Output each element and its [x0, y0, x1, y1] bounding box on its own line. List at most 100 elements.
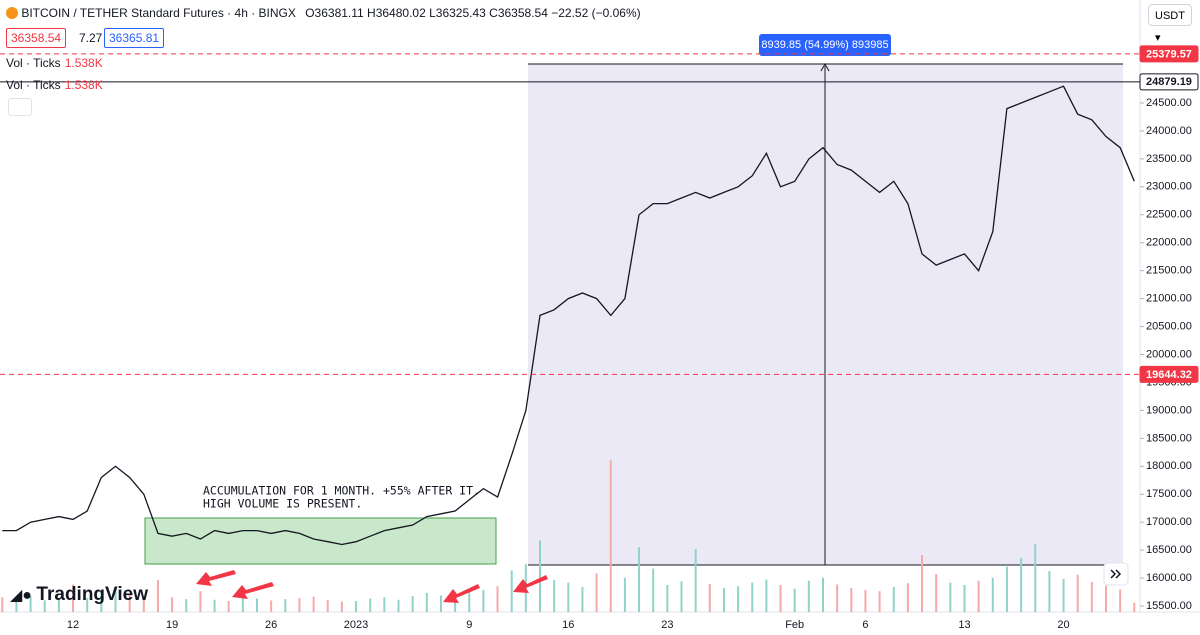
volume-bar	[425, 593, 428, 612]
ohlc: O36381.11 H36480.02 L36325.43 C36358.54 …	[305, 6, 641, 20]
ask[interactable]: 36365.81	[104, 28, 165, 48]
scroll-button[interactable]	[1103, 562, 1129, 586]
x-tick-label: 2023	[344, 619, 368, 631]
volume-bar	[256, 598, 258, 612]
volume-bar	[57, 598, 60, 612]
volume-bar	[779, 585, 782, 612]
volume-bar	[666, 585, 669, 612]
volume-bar	[284, 599, 287, 612]
plot: 15500.00 16000.00 16500.00 17000.00 17500.00…	[1, 85, 1192, 631]
indicator-value: 1.538K	[64, 56, 103, 70]
volume-bar	[765, 579, 768, 612]
symbol-icon	[6, 7, 18, 19]
volume-bar	[793, 588, 796, 612]
volume-bar	[72, 584, 75, 612]
volume-bar	[383, 597, 386, 612]
volume-bar	[1048, 570, 1051, 612]
y-tick-label: 17500.00	[1146, 488, 1192, 500]
volume-bar	[199, 591, 202, 612]
price-label: 25379.57	[1146, 48, 1192, 60]
x-tick-label: 20	[1057, 619, 1069, 631]
y-tick-label: 18500.00	[1146, 432, 1192, 444]
y-tick-label: 16500.00	[1146, 544, 1192, 556]
volume-bar	[411, 596, 414, 612]
y-tick-label: 24500.00	[1146, 97, 1192, 109]
volume-bar	[652, 568, 655, 612]
x-tick-label: 6	[862, 619, 868, 631]
bid[interactable]: 36358.54	[6, 28, 67, 48]
volume-bar	[595, 573, 598, 612]
volume-bar	[921, 555, 924, 612]
currency-select[interactable]: USDT ▾	[1148, 4, 1192, 44]
volume-bar	[609, 460, 612, 612]
scroll-icon	[1110, 569, 1122, 579]
price-label-box	[1139, 73, 1199, 91]
volume-bar	[15, 599, 18, 612]
volume-bar	[369, 598, 372, 612]
indicator-name: Vol · Ticks	[6, 56, 61, 70]
volume-bar	[949, 582, 952, 612]
volume-bar	[581, 586, 584, 612]
indicator-value: 1.538K	[64, 78, 103, 92]
volume-bar	[29, 596, 32, 612]
annotation: ACCUMULATION FOR 1 MONTH. +55% AFTER IT.	[203, 484, 480, 498]
volume-bar	[963, 585, 966, 612]
accumulation-box	[144, 517, 497, 565]
spread: 7.27	[79, 31, 103, 45]
collapse-button[interactable]	[8, 98, 32, 116]
volume-bar	[1005, 566, 1008, 612]
measure-label: 8939.85 (54.99%) 893985	[761, 39, 888, 51]
volume-bar	[1062, 578, 1065, 612]
indicator: Vol · Ticks 1.538K	[6, 78, 103, 92]
volume-bar	[227, 600, 230, 612]
y-tick-label: 21000.00	[1146, 293, 1192, 305]
volume-bar	[114, 588, 117, 612]
volume-bar	[142, 596, 145, 612]
logo-text: TradingView	[36, 584, 148, 605]
volume-bar	[694, 548, 697, 612]
volume-bar	[638, 547, 641, 612]
volume-bar	[340, 601, 343, 612]
currency: USDT	[1155, 10, 1185, 22]
annotation: HIGH VOLUME IS PRESENT.	[203, 497, 362, 511]
y-tick-label: 19000.00	[1146, 404, 1192, 416]
x-tick-label: 9	[466, 619, 472, 631]
volume-bar	[539, 540, 541, 612]
x-tick-label: 13	[958, 619, 970, 631]
volume-bar	[553, 580, 556, 612]
volume-bar	[977, 580, 980, 612]
volume-bar	[822, 577, 824, 612]
volume-bar	[567, 582, 570, 612]
x-tick-label: 12	[67, 619, 79, 631]
x-tick-label: 16	[562, 619, 574, 631]
volume-bar	[1105, 585, 1107, 612]
arrow	[196, 570, 236, 586]
measure-label-box	[759, 34, 891, 56]
volume-bar	[1020, 558, 1023, 612]
price-label-box	[1139, 45, 1199, 63]
volume-bar	[836, 584, 839, 612]
y-tick-label: 16000.00	[1146, 572, 1192, 584]
volume-bar	[510, 570, 513, 612]
volume-bar	[397, 599, 400, 612]
volume-bar	[270, 600, 273, 612]
volume-bar	[906, 583, 909, 612]
indicator-name: Vol · Ticks	[6, 78, 61, 92]
volume-bar	[892, 586, 895, 612]
arrow	[443, 584, 480, 603]
y-tick-label: 17000.00	[1146, 516, 1192, 528]
volume-bar	[171, 597, 174, 612]
volume-bar	[100, 593, 103, 612]
arrow	[232, 582, 274, 599]
volume-bar	[482, 589, 485, 612]
volume-bar	[312, 596, 315, 612]
volume-bar	[878, 591, 881, 612]
indicator: Vol · Ticks 1.538K	[6, 56, 103, 70]
price-label-box	[1139, 365, 1199, 383]
volume-bar	[213, 599, 216, 612]
volume-bar	[156, 580, 159, 612]
volume-bar	[439, 595, 442, 612]
volume-bar	[850, 588, 853, 612]
volume-bar	[751, 582, 754, 612]
y-tick-label: 23500.00	[1146, 153, 1192, 165]
